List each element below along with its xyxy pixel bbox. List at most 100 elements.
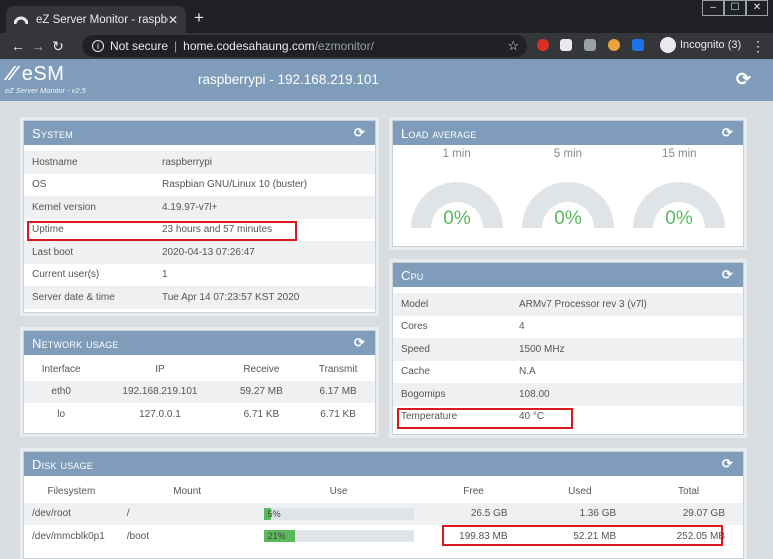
disk-column-header: Filesystem bbox=[47, 485, 96, 497]
new-tab-button[interactable]: + bbox=[194, 8, 204, 27]
refresh-icon[interactable]: ⟳ bbox=[721, 456, 733, 471]
network-cell-receive: 6.71 KB bbox=[243, 408, 280, 420]
browser-menu-icon[interactable]: ⋮ bbox=[751, 38, 765, 54]
disk-usage-bar: 21% bbox=[263, 530, 414, 543]
cpu-row-label: Cache bbox=[401, 366, 430, 378]
system-row-label: Uptime bbox=[32, 224, 64, 236]
cpu-panel-header: Cpu ⟳ bbox=[393, 263, 743, 287]
esm-header: ⁄⁄ eSM eZ Server Monitor - v2.5 raspberr… bbox=[0, 59, 773, 101]
extension-icon[interactable] bbox=[560, 39, 572, 51]
disk-column-header: Free bbox=[463, 485, 484, 497]
network-cell-transmit: 6.71 KB bbox=[320, 408, 356, 420]
disk-cell-free: 26.5 GB bbox=[470, 508, 508, 520]
cpu-row: Speed 1500 MHz bbox=[393, 338, 743, 361]
network-cell-ip: 127.0.0.1 bbox=[139, 408, 181, 420]
esm-version: eZ Server Monitor - v2.5 bbox=[5, 86, 86, 95]
cpu-row-value: 108.00 bbox=[511, 383, 743, 406]
minimize-button[interactable]: – bbox=[702, 0, 724, 16]
cpu-row-label: Cores bbox=[401, 321, 428, 333]
network-column-header: IP bbox=[155, 363, 165, 375]
incognito-indicator[interactable]: Incognito (3) bbox=[660, 37, 741, 53]
system-row: Uptime 23 hours and 57 minutes bbox=[24, 219, 375, 242]
maximize-button[interactable]: ☐ bbox=[724, 0, 746, 16]
extension-icon[interactable] bbox=[584, 39, 596, 51]
disk-usage-percent: 21% bbox=[267, 531, 286, 542]
cpu-row-label: Model bbox=[393, 293, 511, 316]
gauge-arc: 0% bbox=[521, 182, 614, 229]
system-row-value: Tue Apr 14 07:23:57 KST 2020 bbox=[154, 286, 375, 309]
network-column-header: Receive bbox=[243, 363, 280, 375]
system-table: Hostname raspberrypi OS Raspbian GNU/Linux … bbox=[24, 151, 375, 309]
info-icon[interactable]: i bbox=[92, 40, 104, 52]
disk-usage-bar-fill bbox=[263, 507, 272, 520]
bookmark-star-icon[interactable]: ☆ bbox=[507, 38, 519, 53]
incognito-label: Incognito (3) bbox=[680, 39, 742, 51]
cpu-row: Temperature 40 °C bbox=[393, 406, 743, 429]
system-row-value: 23 hours and 57 minutes bbox=[162, 224, 273, 236]
extension-icon[interactable] bbox=[537, 39, 549, 51]
system-row: Last boot 2020-04-13 07:26:47 bbox=[24, 241, 375, 264]
refresh-all-icon[interactable]: ⟳ bbox=[735, 69, 751, 89]
reload-icon[interactable]: ↻ bbox=[52, 37, 64, 54]
network-row: lo 127.0.0.1 6.71 KB 6.71 KB bbox=[24, 403, 375, 426]
refresh-icon[interactable]: ⟳ bbox=[721, 267, 733, 282]
disk-row: /dev/mmcblk0p1/boot 21% 199.83 MB 52.21 MB 2… bbox=[24, 525, 743, 548]
extension-icon[interactable] bbox=[632, 39, 644, 51]
tab-close-icon[interactable]: ✕ bbox=[167, 12, 178, 27]
system-row-label: Last boot bbox=[24, 241, 154, 264]
load-gauges: 1 min 0% 5 min 0% 15 min 0% bbox=[393, 145, 743, 232]
address-bar[interactable]: i Not secure | home.codesahaung.com /ezm… bbox=[82, 35, 527, 57]
system-row: OS Raspbian GNU/Linux 10 (buster) bbox=[24, 174, 375, 197]
network-panel: Network usage ⟳ Interface IP Receive Transm… bbox=[23, 330, 376, 434]
cpu-row-value: 4 bbox=[519, 321, 525, 333]
system-row-label: Current user(s) bbox=[32, 269, 100, 281]
cpu-row-value: 40 °C bbox=[519, 411, 545, 423]
gauge-label: 15 min bbox=[662, 148, 697, 160]
gauge-value: 0% bbox=[443, 208, 471, 229]
network-table: Interface IP Receive Transmit eth0 192.168.2… bbox=[24, 358, 375, 426]
esm-favicon-icon bbox=[14, 16, 28, 24]
network-column-header: Interface bbox=[41, 363, 81, 375]
forward-icon[interactable]: → bbox=[31, 38, 45, 54]
cpu-row: Bogomips 108.00 bbox=[393, 383, 743, 406]
disk-cell-use: 21% bbox=[256, 525, 422, 548]
logo-gauge-icon: ⁄⁄ bbox=[8, 63, 22, 85]
gauge-track bbox=[521, 182, 614, 228]
tab-title: eZ Server Monitor - raspberrypi bbox=[36, 13, 168, 26]
load-gauge: 5 min 0% bbox=[514, 148, 622, 232]
refresh-icon[interactable]: ⟳ bbox=[721, 125, 733, 140]
system-row: Kernel version 4.19.97-v7l+ bbox=[24, 196, 375, 219]
disk-usage-percent: 5% bbox=[267, 508, 281, 519]
disk-column-header: Used bbox=[568, 485, 592, 497]
system-title: System bbox=[32, 125, 73, 141]
network-cell-iface: lo bbox=[57, 408, 66, 420]
cpu-row-value: ARMv7 Processor rev 3 (v7l) bbox=[511, 293, 743, 316]
browser-tab[interactable]: eZ Server Monitor - raspberrypi ✕ bbox=[6, 6, 186, 33]
system-panel-header: System ⟳ bbox=[24, 121, 375, 145]
refresh-icon[interactable]: ⟳ bbox=[353, 335, 365, 350]
gauge-arc: 0% bbox=[410, 182, 503, 229]
boot-disk-highlight bbox=[442, 525, 723, 546]
refresh-icon[interactable]: ⟳ bbox=[353, 125, 365, 140]
load-panel-header: Load average ⟳ bbox=[393, 121, 743, 145]
system-row-value: 2020-04-13 07:26:47 bbox=[154, 241, 375, 264]
disk-row: /dev/root / 5% 26.5 GB 1.36 GB 29.07 GB bbox=[24, 502, 743, 525]
back-icon[interactable]: ← bbox=[11, 38, 25, 54]
disk-usage-bar: 5% bbox=[263, 507, 414, 520]
extension-icon[interactable] bbox=[608, 39, 620, 51]
gauge-label: 5 min bbox=[553, 148, 583, 160]
gauge-track bbox=[633, 182, 726, 228]
system-row-label: Hostname bbox=[24, 151, 154, 174]
load-average-panel: Load average ⟳ 1 min 0% 5 min 0% 15 min 0% bbox=[392, 120, 744, 247]
network-title: Network usage bbox=[32, 335, 119, 351]
incognito-icon bbox=[660, 37, 676, 53]
disk-title: Disk usage bbox=[32, 456, 94, 472]
disk-column-header: Mount bbox=[173, 485, 202, 497]
disk-cell-total: 29.07 GB bbox=[682, 508, 725, 520]
system-row: Hostname raspberrypi bbox=[24, 151, 375, 174]
url-host: home.codesahaung.com bbox=[183, 39, 315, 53]
network-cell-transmit: 6.17 MB bbox=[319, 386, 357, 398]
close-window-button[interactable]: ✕ bbox=[746, 0, 768, 16]
system-row-label: OS bbox=[32, 179, 47, 191]
disk-cell-used: 52.21 MB bbox=[573, 530, 617, 542]
